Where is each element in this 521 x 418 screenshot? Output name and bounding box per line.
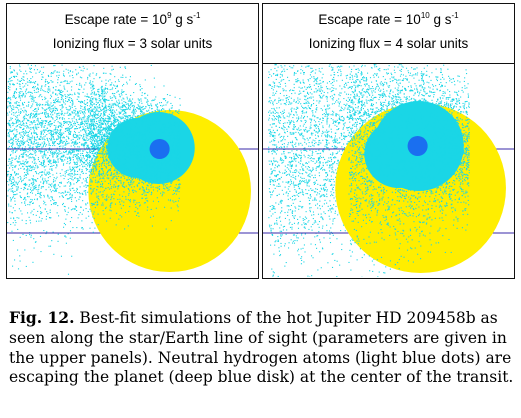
ionizing-flux-label: Ionizing flux = 4 solar units xyxy=(308,36,469,51)
escape-rate-label: Escape rate = 109 g s-1 xyxy=(64,11,201,27)
parameters-box: Escape rate = 109 g s-1 Ionizing flux = … xyxy=(7,4,258,64)
planet-disk xyxy=(407,136,428,156)
planet-disk xyxy=(149,139,170,159)
figure-label: Fig. 12. xyxy=(9,308,75,327)
simulation-panel-right: Escape rate = 1010 g s-1 Ionizing flux =… xyxy=(262,3,515,279)
transit-simulation-plot xyxy=(263,64,514,277)
parameters-box: Escape rate = 1010 g s-1 Ionizing flux =… xyxy=(263,4,514,64)
escape-rate-label: Escape rate = 1010 g s-1 xyxy=(318,11,459,27)
simulation-panel-left: Escape rate = 109 g s-1 Ionizing flux = … xyxy=(6,3,259,279)
ionizing-flux-label: Ionizing flux = 3 solar units xyxy=(52,36,213,51)
figure-caption: Fig. 12. Best-fit simulations of the hot… xyxy=(9,308,516,388)
transit-simulation-plot xyxy=(7,64,258,275)
caption-text: Best-fit simulations of the hot Jupiter … xyxy=(9,309,514,387)
